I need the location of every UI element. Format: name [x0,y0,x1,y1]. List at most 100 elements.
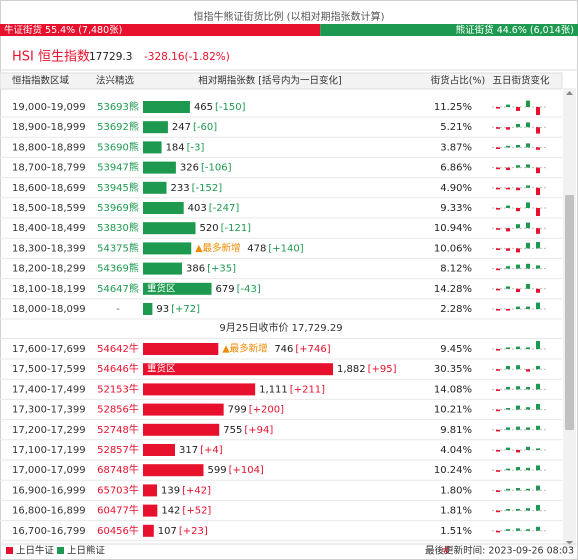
five-day-bar [506,468,510,471]
warrant-code[interactable]: 60477牛 [97,504,139,517]
five-day-bar [496,389,500,391]
warrant-code[interactable]: 53969熊 [97,201,139,214]
warrant-code[interactable]: 68748牛 [97,463,139,476]
five-day-bar [526,427,530,430]
five-day-bar [496,107,500,109]
five-day-bar [506,248,510,251]
five-day-bar [516,528,520,531]
amount: 386 [186,264,205,275]
five-day-bar [526,446,530,450]
five-day-bar [516,145,520,148]
amount-bar [143,303,153,315]
column-header: 相对期指张数 [括号内为一日变化] [198,75,341,87]
five-day-bar [496,490,500,492]
five-day-bar [536,208,540,216]
five-day-bar [496,409,500,412]
range: 16,800-16,899 [12,506,86,517]
five-day-bar [496,349,500,351]
warrant-code[interactable]: 54647熊 [97,282,139,295]
scroll-down[interactable] [566,541,573,545]
five-day-bar [496,248,500,250]
share: 30.35% [434,364,472,375]
warrant-code[interactable]: 53690熊 [97,140,139,153]
five-day-bar [536,228,540,234]
warrant-code[interactable]: 60456牛 [97,524,139,537]
warrant-code[interactable]: 54642牛 [97,342,139,355]
legend-swatch [6,547,13,554]
warrant-code[interactable]: 54375熊 [97,241,139,254]
five-day-bar [516,306,520,309]
heavy-zone-tag: 重货区 [147,363,176,375]
five-day-bar [496,127,500,129]
warrant-code[interactable]: 52748牛 [97,423,139,436]
five-day-bar [506,387,510,390]
five-day-bar [536,187,540,195]
day-change: [-3] [187,142,205,153]
amount: 403 [188,203,207,214]
share: 8.12% [440,264,472,275]
warrant-code[interactable]: 52153牛 [97,382,139,395]
warrant-code[interactable]: 53693熊 [97,100,139,113]
five-day-bar [516,248,520,253]
five-day-bar [516,450,520,453]
five-day-bar [526,284,530,289]
range: 16,700-16,799 [12,526,86,537]
range: 17,500-17,599 [12,364,86,375]
five-day-bar [526,347,530,349]
five-day-bar [536,383,540,390]
amount-bar [143,222,196,235]
five-day-bar [506,104,510,107]
five-day-bar [536,147,540,150]
day-change: [+23] [179,526,208,537]
share: 6.86% [440,163,472,174]
five-day-bar [526,164,530,168]
warrant-code[interactable]: 53692熊 [97,120,139,133]
range: 18,900-18,999 [12,122,86,133]
five-day-bar [526,529,530,531]
amount-bar [143,202,184,214]
warrant-code[interactable]: 53830熊 [97,221,139,234]
range: 18,800-18,899 [12,142,86,153]
five-day-bar [536,526,540,531]
range: 17,200-17,299 [12,425,86,436]
five-day-bar [536,302,540,309]
day-change: [-106] [201,163,232,174]
five-day-bar [536,265,540,269]
five-day-bar [536,425,540,430]
five-day-bar [536,242,540,249]
amount: 520 [199,223,218,234]
five-day-bar [506,228,510,232]
amount: 93 [156,304,169,315]
warrant-code[interactable]: 53947熊 [97,161,139,174]
day-change: [+72] [171,304,200,315]
warrant-code[interactable]: 54369熊 [97,262,139,275]
day-change: [-152] [192,183,223,194]
five-day-bar [516,165,520,168]
amount: 326 [180,163,199,174]
five-day-bar [536,167,540,174]
warrant-code[interactable]: 53945熊 [97,181,139,194]
range: 16,900-16,999 [12,485,86,496]
update-mark: # [442,546,450,557]
warrant-code[interactable]: 52857牛 [97,443,139,456]
warrant-code[interactable]: 65703牛 [97,483,139,496]
five-day-bar [516,107,520,111]
scrollbar-thumb[interactable] [565,195,574,430]
five-day-bar [516,124,520,128]
bear-ratio-label: 熊证街货 44.6% (6,014张) [456,24,574,36]
amount: 107 [158,526,177,537]
five-day-bar [536,404,540,410]
amount-bar [143,282,212,295]
warrant-code[interactable]: 52856牛 [97,403,139,416]
five-day-bar [496,167,500,170]
five-day-bar [496,510,500,513]
amount-bar [143,423,220,436]
warrant-code[interactable]: 54646牛 [97,362,139,375]
five-day-bar [496,470,500,472]
day-change: [-247] [209,203,240,214]
scroll-up[interactable] [566,91,573,95]
range: 17,000-17,099 [12,465,86,476]
day-change: [-150] [215,102,246,113]
share: 9.81% [440,425,472,436]
range: 19,000-19,099 [12,102,86,113]
